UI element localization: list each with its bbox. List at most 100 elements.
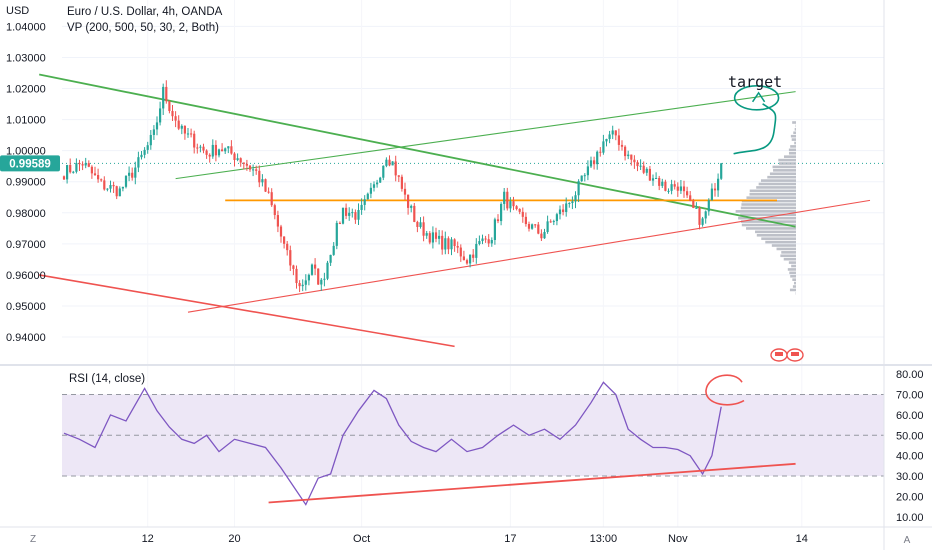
candle-body[interactable] — [710, 188, 713, 201]
candle-body[interactable] — [397, 175, 400, 177]
candle-body[interactable] — [292, 265, 295, 269]
candle-body[interactable] — [286, 243, 289, 251]
candle-body[interactable] — [372, 184, 376, 188]
candle-body[interactable] — [146, 145, 149, 150]
candle-body[interactable] — [493, 219, 496, 240]
candle-body[interactable] — [648, 168, 651, 181]
candle-body[interactable] — [661, 181, 664, 186]
candle-body[interactable] — [639, 165, 642, 167]
candle-body[interactable] — [571, 201, 574, 203]
indicator-title[interactable]: VP (200, 500, 50, 30, 2, Both) — [67, 22, 219, 34]
candle-body[interactable] — [109, 185, 112, 189]
candle-body[interactable] — [295, 268, 298, 284]
candle-body[interactable] — [441, 235, 444, 250]
candle-body[interactable] — [159, 108, 162, 123]
candle-body[interactable] — [577, 181, 580, 196]
candle-body[interactable] — [562, 209, 565, 212]
candle-body[interactable] — [645, 168, 648, 173]
candle-body[interactable] — [369, 187, 372, 194]
candle-body[interactable] — [304, 280, 307, 285]
candle-body[interactable] — [434, 232, 438, 239]
candle-body[interactable] — [500, 203, 503, 222]
candle-body[interactable] — [261, 179, 264, 183]
candle-body[interactable] — [165, 86, 168, 102]
candle-body[interactable] — [704, 211, 707, 219]
candle-body[interactable] — [87, 163, 90, 167]
candle-body[interactable] — [422, 222, 425, 236]
candle-body[interactable] — [214, 144, 217, 156]
candle-body[interactable] — [543, 231, 546, 239]
candle-body[interactable] — [425, 233, 428, 236]
candle-body[interactable] — [410, 205, 413, 208]
candle-body[interactable] — [227, 146, 230, 149]
candle-body[interactable] — [279, 226, 283, 237]
candle-body[interactable] — [664, 181, 667, 191]
candle-body[interactable] — [193, 133, 196, 148]
candle-body[interactable] — [438, 235, 441, 239]
candle-body[interactable] — [376, 182, 379, 185]
candle-body[interactable] — [521, 211, 524, 217]
candle-body[interactable] — [208, 154, 211, 157]
candle-body[interactable] — [270, 192, 273, 206]
candle-body[interactable] — [487, 239, 490, 244]
candle-body[interactable] — [177, 120, 180, 129]
candle-body[interactable] — [155, 122, 159, 130]
symbol-title[interactable]: Euro / U.S. Dollar, 4h, OANDA — [67, 6, 223, 18]
candle-body[interactable] — [394, 161, 397, 176]
candle-body[interactable] — [112, 185, 115, 187]
candle-body[interactable] — [115, 186, 118, 197]
candle-body[interactable] — [171, 110, 174, 117]
candle-body[interactable] — [620, 144, 624, 147]
candle-body[interactable] — [317, 268, 320, 285]
candle-body[interactable] — [301, 284, 304, 287]
candle-body[interactable] — [568, 202, 571, 204]
rsi-title[interactable]: RSI (14, close) — [69, 373, 145, 385]
candle-body[interactable] — [242, 162, 245, 164]
candle-body[interactable] — [416, 221, 419, 227]
candle-body[interactable] — [180, 125, 183, 129]
candle-body[interactable] — [106, 188, 109, 190]
candle-body[interactable] — [298, 283, 301, 287]
candle-body[interactable] — [515, 206, 518, 210]
candle-body[interactable] — [196, 147, 199, 149]
candle-body[interactable] — [252, 169, 255, 171]
candle-body[interactable] — [248, 165, 252, 170]
candle-body[interactable] — [307, 274, 310, 281]
candle-body[interactable] — [679, 186, 682, 191]
candle-body[interactable] — [186, 133, 190, 135]
candle-body[interactable] — [131, 172, 134, 178]
candle-body[interactable] — [205, 150, 208, 155]
candle-body[interactable] — [490, 239, 493, 244]
candle-body[interactable] — [670, 184, 673, 191]
candle-body[interactable] — [431, 232, 434, 243]
candle-body[interactable] — [512, 201, 515, 207]
candle-body[interactable] — [103, 180, 106, 190]
candle-body[interactable] — [586, 166, 589, 176]
candle-body[interactable] — [565, 203, 568, 212]
candle-body[interactable] — [673, 184, 676, 187]
candle-body[interactable] — [428, 233, 431, 243]
candle-body[interactable] — [465, 260, 469, 264]
candle-body[interactable] — [97, 175, 100, 180]
event-flag-icon[interactable] — [770, 348, 788, 362]
candle-body[interactable] — [717, 178, 720, 191]
candle-body[interactable] — [692, 200, 695, 208]
candle-body[interactable] — [366, 193, 369, 200]
candle-body[interactable] — [174, 116, 177, 121]
candle-body[interactable] — [310, 264, 314, 275]
candle-body[interactable] — [363, 199, 366, 205]
candle-body[interactable] — [651, 178, 655, 181]
event-flag-icon[interactable] — [786, 348, 804, 362]
candle-body[interactable] — [245, 163, 248, 166]
candle-body[interactable] — [707, 200, 710, 212]
candle-body[interactable] — [627, 154, 630, 157]
candle-body[interactable] — [84, 163, 87, 166]
candle-body[interactable] — [357, 209, 360, 220]
candle-body[interactable] — [589, 160, 593, 167]
trend-line[interactable] — [187, 199, 871, 313]
candle-body[interactable] — [686, 191, 689, 196]
candle-body[interactable] — [546, 221, 549, 232]
candle-body[interactable] — [695, 207, 698, 209]
candle-body[interactable] — [459, 247, 462, 257]
candle-body[interactable] — [258, 170, 261, 183]
